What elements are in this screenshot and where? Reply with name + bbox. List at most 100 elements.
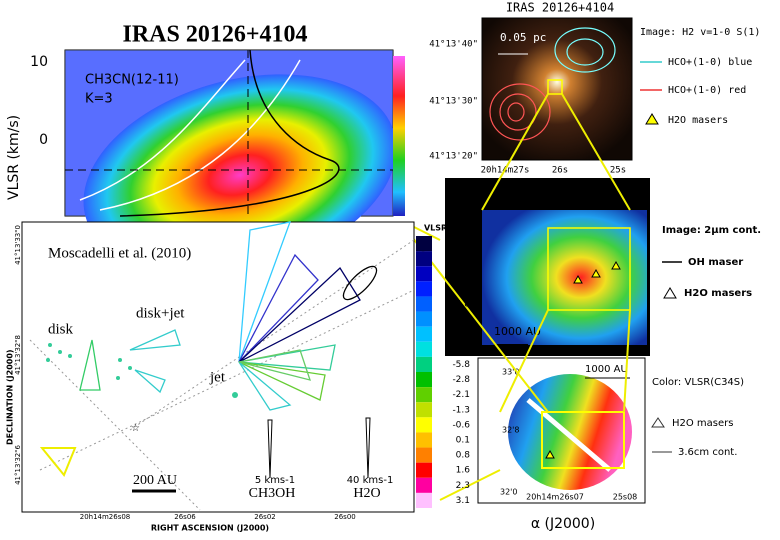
legend-text: H2O masers [684,288,752,299]
colorbar-swatch [416,387,432,403]
colorbar-swatch [416,492,432,508]
velocity-colorbar: -23.8 -21.5 -19.3 -17 -14.8 -12.5 -10.3 -8 -5.8 -… [416,236,470,508]
connectors [404,93,631,501]
colorbar-label: 2.3 [456,481,470,491]
colorbar-label: -21.5 [447,254,470,264]
legend-triangle [663,287,677,299]
dec-tick: 41°13'32"8 [14,335,22,375]
colorbar-label: 0.1 [456,436,470,446]
colorbar-label: 1.6 [456,466,471,476]
colorbar-label: 0.8 [456,451,471,461]
c34s-image [508,374,632,490]
x-axis-label: RIGHT ASCENSION (J2000) [151,524,269,533]
colorbar-swatch [416,447,432,463]
dec-tick: 41°13'32"6 [14,445,22,485]
legend-text: H2O masers [672,418,733,429]
zoom-box [541,411,625,469]
colorbar-swatch [416,356,432,372]
species-label: CH3OH [249,486,296,501]
colorbar-label: -19.3 [447,269,470,279]
colorbar-swatch [416,296,432,312]
species-label: H2O [353,486,380,501]
pv-y-tick: 0 [39,132,48,148]
velocity-key [365,417,371,479]
dec-tick: 41°13'40" [429,40,478,50]
colorbar-label: -17 [455,284,470,294]
colorbar-swatch [416,341,432,357]
colorbar-swatch [416,236,432,252]
legend-triangle [651,417,665,428]
legend-text: OH maser [688,257,743,268]
colorbar-label: -1.3 [452,405,470,415]
velocity-key [267,419,273,479]
reference: Moscadelli et al. (2010) [48,245,191,261]
colorbar-swatch [416,326,432,342]
colorbar-label: -12.5 [447,315,470,325]
center-marker: ☆ [131,423,140,434]
scale-label: 200 AU [133,473,177,488]
zoom-box [547,227,631,311]
pv-k-label: K=3 [85,92,113,107]
x-axis-label: α (J2000) [531,516,595,532]
colorbar-swatch [416,417,432,433]
velocity-key-label: 40 kms-1 [347,475,394,486]
ra-tick: 20h14m26s08 [80,513,131,521]
h2o-masers [573,260,621,284]
maser-cones [39,221,378,477]
pv-line-label: CH3CN(12-11) [85,73,179,88]
ra-tick: 26s06 [174,513,196,521]
legend-text: HCO+(1-0) blue [668,57,752,68]
colorbar-label: -10.3 [447,330,470,340]
scale-label: 1000 AU [494,325,541,338]
colorbar-swatch [416,251,432,267]
panel-title: IRAS 20126+4104 [506,1,614,15]
maser-frame [21,221,415,513]
colorbar-swatch [416,266,432,282]
dec-tick: 32'0 [500,488,517,497]
group-label: disk [48,321,74,337]
ra-tick: 26s [552,166,568,176]
main-title: IRAS 20126+4104 [122,22,307,48]
ra-tick: 25s08 [613,493,638,502]
colorbar-swatch [416,281,432,297]
ra-tick: 26s02 [254,513,275,521]
dec-tick: 41°13'30" [429,97,478,107]
scale-label: 1000 AU [585,364,628,375]
ra-tick: 20h14m26s07 [526,493,584,502]
colorbar-label: -0.6 [452,420,470,430]
scale-label: 0.05 pc [500,31,546,44]
pv-contours [79,59,301,211]
legend-text: Image: 2μm cont. [662,225,761,236]
colorbar-swatch [416,462,432,478]
colorbar-swatch [416,432,432,448]
pv-y-axis-label: VLSR (km/s) [6,115,22,200]
pv-model-curve [119,49,340,217]
dec-tick: 32'8 [502,426,519,435]
colorbar-label: -2.1 [452,390,470,400]
colorbar-swatch [416,402,432,418]
hco-contours [489,27,616,141]
legend-text: Image: H2 v=1-0 S(1) [640,27,760,38]
legend-text: Color: VLSR(C34S) [652,377,744,388]
pv-colorbar [393,56,405,216]
jet-axis-lines [29,239,415,511]
dec-tick: 41°13'33"0 [14,225,22,265]
maser-spots [46,343,238,398]
mid-image [482,210,647,345]
legend-text: HCO+(1-0) red [668,85,746,96]
ra-tick: 25s [610,166,626,176]
dec-tick: 33'0 [502,368,519,377]
colorbar-label: -23.8 [447,239,471,249]
h2o-maser [545,449,555,459]
group-label: disk+jet [136,305,185,321]
colorbar-label: 3.1 [456,496,470,506]
group-label: jet [209,369,226,385]
legend-text: H2O masers [668,115,728,126]
colorbar-swatch [416,477,432,493]
velocity-key-label: 5 kms-1 [255,475,295,486]
colorbar-title: VLSR km s-1 [424,224,481,233]
zoom-box [547,79,563,95]
ra-tick: 26s00 [334,513,355,521]
colorbar-label: -8 [461,345,470,355]
